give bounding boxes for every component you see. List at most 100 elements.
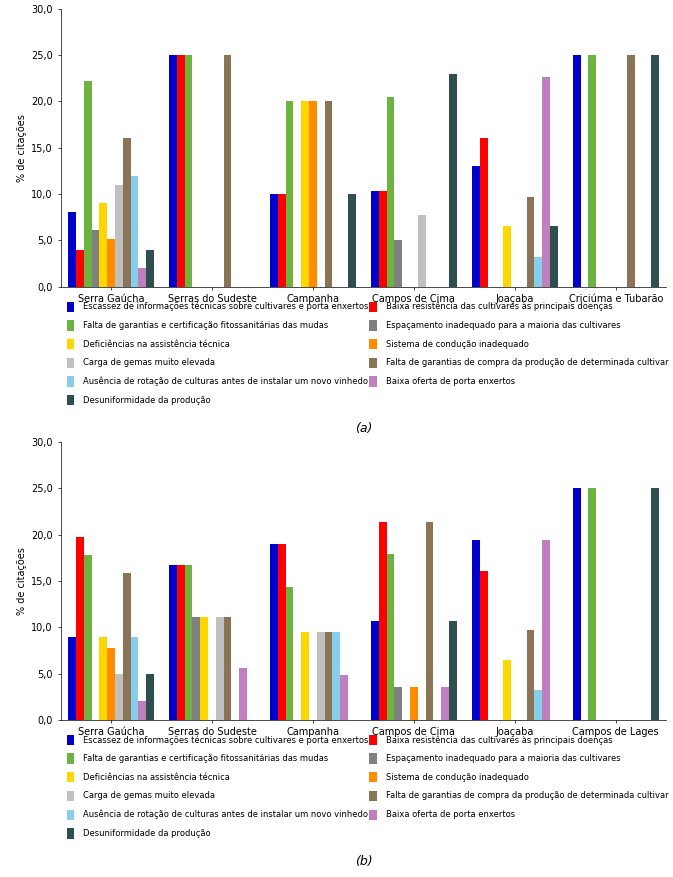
- Bar: [68, 211, 76, 287]
- Bar: [67, 395, 74, 405]
- Bar: [317, 631, 324, 720]
- Bar: [131, 638, 139, 720]
- Bar: [67, 339, 74, 349]
- Text: Escassez de informações técnicas sobre cultivares e porta enxertos: Escassez de informações técnicas sobre c…: [83, 302, 368, 311]
- Bar: [324, 102, 332, 287]
- Bar: [371, 621, 379, 720]
- Bar: [184, 565, 192, 720]
- Bar: [67, 809, 74, 820]
- Bar: [270, 194, 278, 287]
- Bar: [177, 55, 184, 287]
- Bar: [223, 55, 232, 287]
- Text: Deficiências na assistência técnica: Deficiências na assistência técnica: [83, 339, 230, 348]
- Bar: [449, 621, 457, 720]
- Bar: [115, 674, 122, 720]
- Bar: [542, 540, 550, 720]
- Bar: [472, 167, 480, 287]
- Bar: [302, 631, 309, 720]
- Y-axis label: % de citações: % de citações: [17, 547, 27, 615]
- Bar: [285, 102, 293, 287]
- Bar: [386, 554, 394, 720]
- Text: Ausência de rotação de culturas antes de instalar um novo vinhedo: Ausência de rotação de culturas antes de…: [83, 377, 368, 386]
- Text: Escassez de informações técnicas sobre cultivares e porta enxertos: Escassez de informações técnicas sobre c…: [83, 735, 368, 745]
- Bar: [379, 191, 386, 287]
- Text: Baixa oferta de porta enxertos: Baixa oferta de porta enxertos: [386, 377, 515, 386]
- Bar: [480, 571, 487, 720]
- Bar: [67, 735, 74, 745]
- Bar: [67, 358, 74, 368]
- Bar: [139, 702, 146, 720]
- Bar: [83, 555, 92, 720]
- Text: Falta de garantias de compra da produção de determinada cultivar: Falta de garantias de compra da produção…: [386, 359, 668, 367]
- Text: Espaçamento inadequado para a maioria das cultivares: Espaçamento inadequado para a maioria da…: [386, 321, 621, 330]
- Bar: [542, 77, 550, 287]
- Bar: [83, 81, 92, 287]
- Bar: [107, 239, 115, 287]
- Bar: [526, 196, 534, 287]
- Bar: [534, 257, 542, 287]
- Text: Sistema de condução inadequado: Sistema de condução inadequado: [386, 339, 529, 348]
- Bar: [67, 772, 74, 782]
- Bar: [449, 74, 457, 287]
- Bar: [67, 828, 74, 838]
- Bar: [169, 55, 177, 287]
- Bar: [394, 687, 402, 720]
- Text: Baixa resistência das cultivares às principais doenças: Baixa resistência das cultivares às prin…: [386, 302, 612, 311]
- Bar: [418, 216, 425, 287]
- Text: Carga de gemas muito elevada: Carga de gemas muito elevada: [83, 791, 215, 801]
- Bar: [369, 735, 377, 745]
- Bar: [369, 753, 377, 764]
- Bar: [192, 617, 201, 720]
- Bar: [223, 617, 232, 720]
- Bar: [115, 185, 122, 287]
- Text: Deficiências na assistência técnica: Deficiências na assistência técnica: [83, 773, 230, 781]
- Bar: [341, 675, 348, 720]
- Bar: [348, 194, 356, 287]
- Bar: [371, 191, 379, 287]
- Bar: [67, 302, 74, 312]
- Bar: [503, 226, 511, 287]
- Text: (a): (a): [355, 422, 372, 435]
- Bar: [67, 753, 74, 764]
- Bar: [76, 250, 83, 287]
- Bar: [441, 687, 449, 720]
- Bar: [534, 690, 542, 720]
- Bar: [588, 55, 596, 287]
- Text: Sistema de condução inadequado: Sistema de condução inadequado: [386, 773, 529, 781]
- Bar: [394, 240, 402, 287]
- Bar: [240, 668, 247, 720]
- Bar: [369, 809, 377, 820]
- Text: Baixa oferta de porta enxertos: Baixa oferta de porta enxertos: [386, 810, 515, 819]
- Bar: [369, 376, 377, 387]
- Bar: [651, 488, 659, 720]
- Text: Falta de garantias de compra da produção de determinada cultivar: Falta de garantias de compra da produção…: [386, 791, 668, 801]
- Bar: [285, 588, 293, 720]
- Bar: [324, 631, 332, 720]
- Bar: [369, 320, 377, 331]
- Bar: [76, 538, 83, 720]
- Bar: [627, 55, 635, 287]
- Bar: [526, 630, 534, 720]
- Bar: [201, 617, 208, 720]
- Text: Baixa resistência das cultivares às principais doenças: Baixa resistência das cultivares às prin…: [386, 735, 612, 745]
- Bar: [68, 638, 76, 720]
- Bar: [588, 488, 596, 720]
- Bar: [107, 647, 115, 720]
- Bar: [100, 638, 107, 720]
- Text: Espaçamento inadequado para a maioria das cultivares: Espaçamento inadequado para a maioria da…: [386, 754, 621, 763]
- Bar: [309, 102, 317, 287]
- Text: Falta de garantias e certificação fitossanitárias das mudas: Falta de garantias e certificação fitoss…: [83, 321, 328, 330]
- Bar: [177, 565, 184, 720]
- Bar: [169, 565, 177, 720]
- Bar: [278, 194, 285, 287]
- Bar: [146, 674, 154, 720]
- Bar: [146, 250, 154, 287]
- Bar: [573, 488, 581, 720]
- Text: Desuniformidade da produção: Desuniformidade da produção: [83, 396, 211, 404]
- Bar: [550, 226, 558, 287]
- Bar: [67, 791, 74, 801]
- Bar: [100, 203, 107, 287]
- Text: Carga de gemas muito elevada: Carga de gemas muito elevada: [83, 359, 215, 367]
- Bar: [67, 376, 74, 387]
- Bar: [122, 139, 131, 287]
